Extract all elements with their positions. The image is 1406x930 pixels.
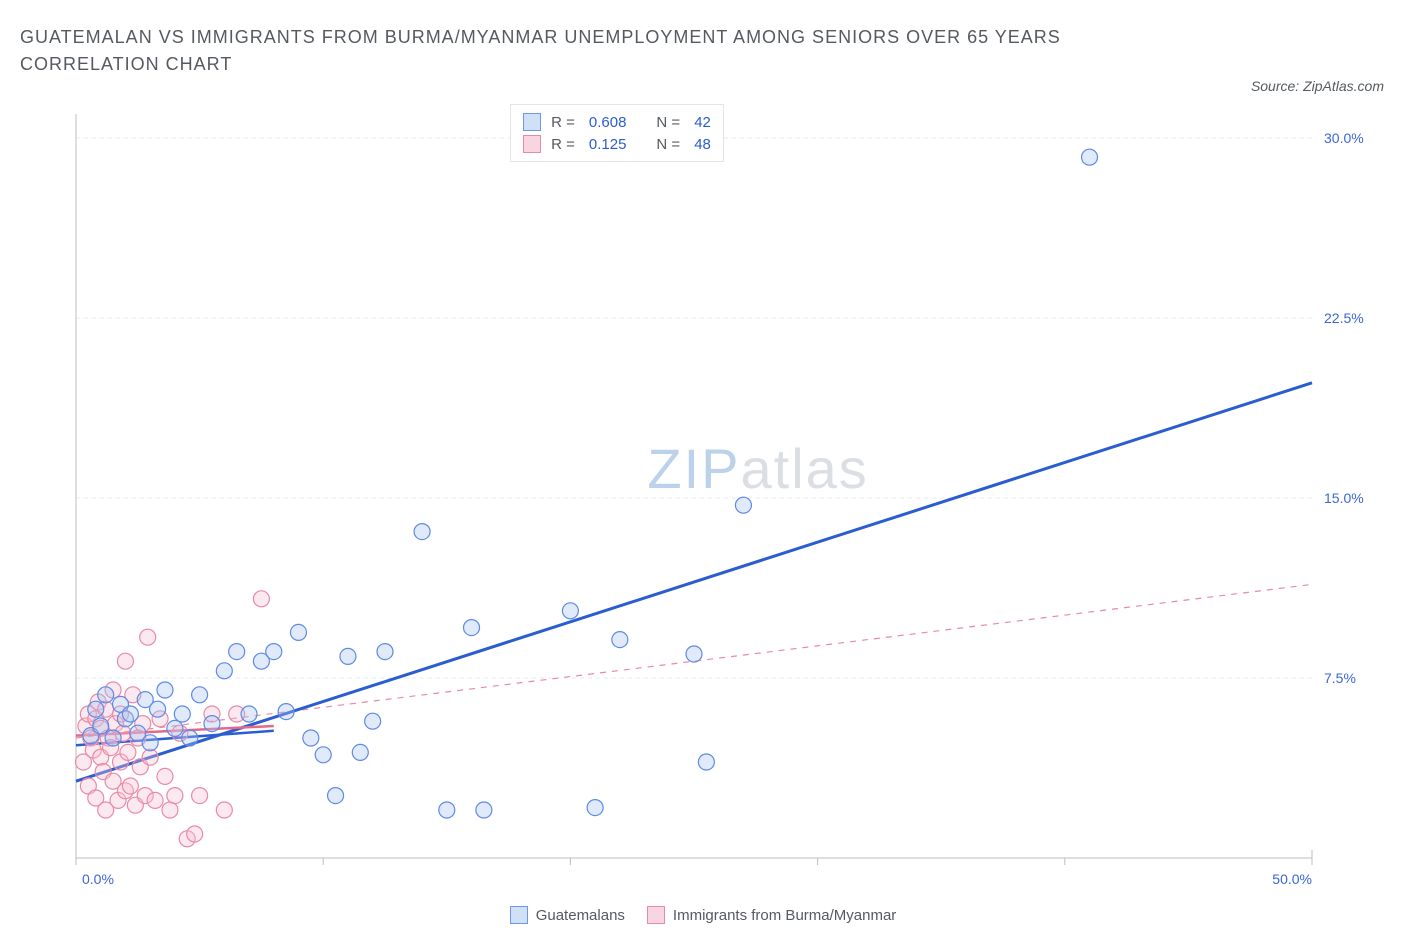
legend-bottom-label: Guatemalans [536, 907, 625, 924]
svg-text:7.5%: 7.5% [1324, 670, 1356, 686]
svg-text:0.0%: 0.0% [82, 871, 114, 887]
plot-area: 0.0%50.0%7.5%15.0%22.5%30.0%Unemployment… [62, 110, 1380, 900]
legend-bottom: Guatemalans Immigrants from Burma/Myanmar [0, 906, 1406, 924]
legend-stats-row: R =0.608N =42 [523, 111, 711, 133]
legend-swatch [510, 906, 528, 924]
chart-container: GUATEMALAN VS IMMIGRANTS FROM BURMA/MYAN… [0, 0, 1406, 930]
legend-swatch [523, 135, 541, 153]
legend-bottom-item: Immigrants from Burma/Myanmar [647, 906, 896, 924]
source-label: Source: ZipAtlas.com [1251, 78, 1384, 94]
svg-text:22.5%: 22.5% [1324, 310, 1364, 326]
chart-title: GUATEMALAN VS IMMIGRANTS FROM BURMA/MYAN… [20, 24, 1206, 78]
svg-text:15.0%: 15.0% [1324, 490, 1364, 506]
legend-stats-box: R =0.608N =42R =0.125N =48 [510, 104, 724, 162]
svg-text:50.0%: 50.0% [1272, 871, 1312, 887]
legend-bottom-label: Immigrants from Burma/Myanmar [673, 907, 896, 924]
legend-stats-row: R =0.125N =48 [523, 133, 711, 155]
legend-swatch [647, 906, 665, 924]
scatter-plot-svg: 0.0%50.0%7.5%15.0%22.5%30.0%Unemployment… [62, 110, 1380, 900]
svg-text:30.0%: 30.0% [1324, 130, 1364, 146]
legend-swatch [523, 113, 541, 131]
legend-bottom-item: Guatemalans [510, 906, 625, 924]
